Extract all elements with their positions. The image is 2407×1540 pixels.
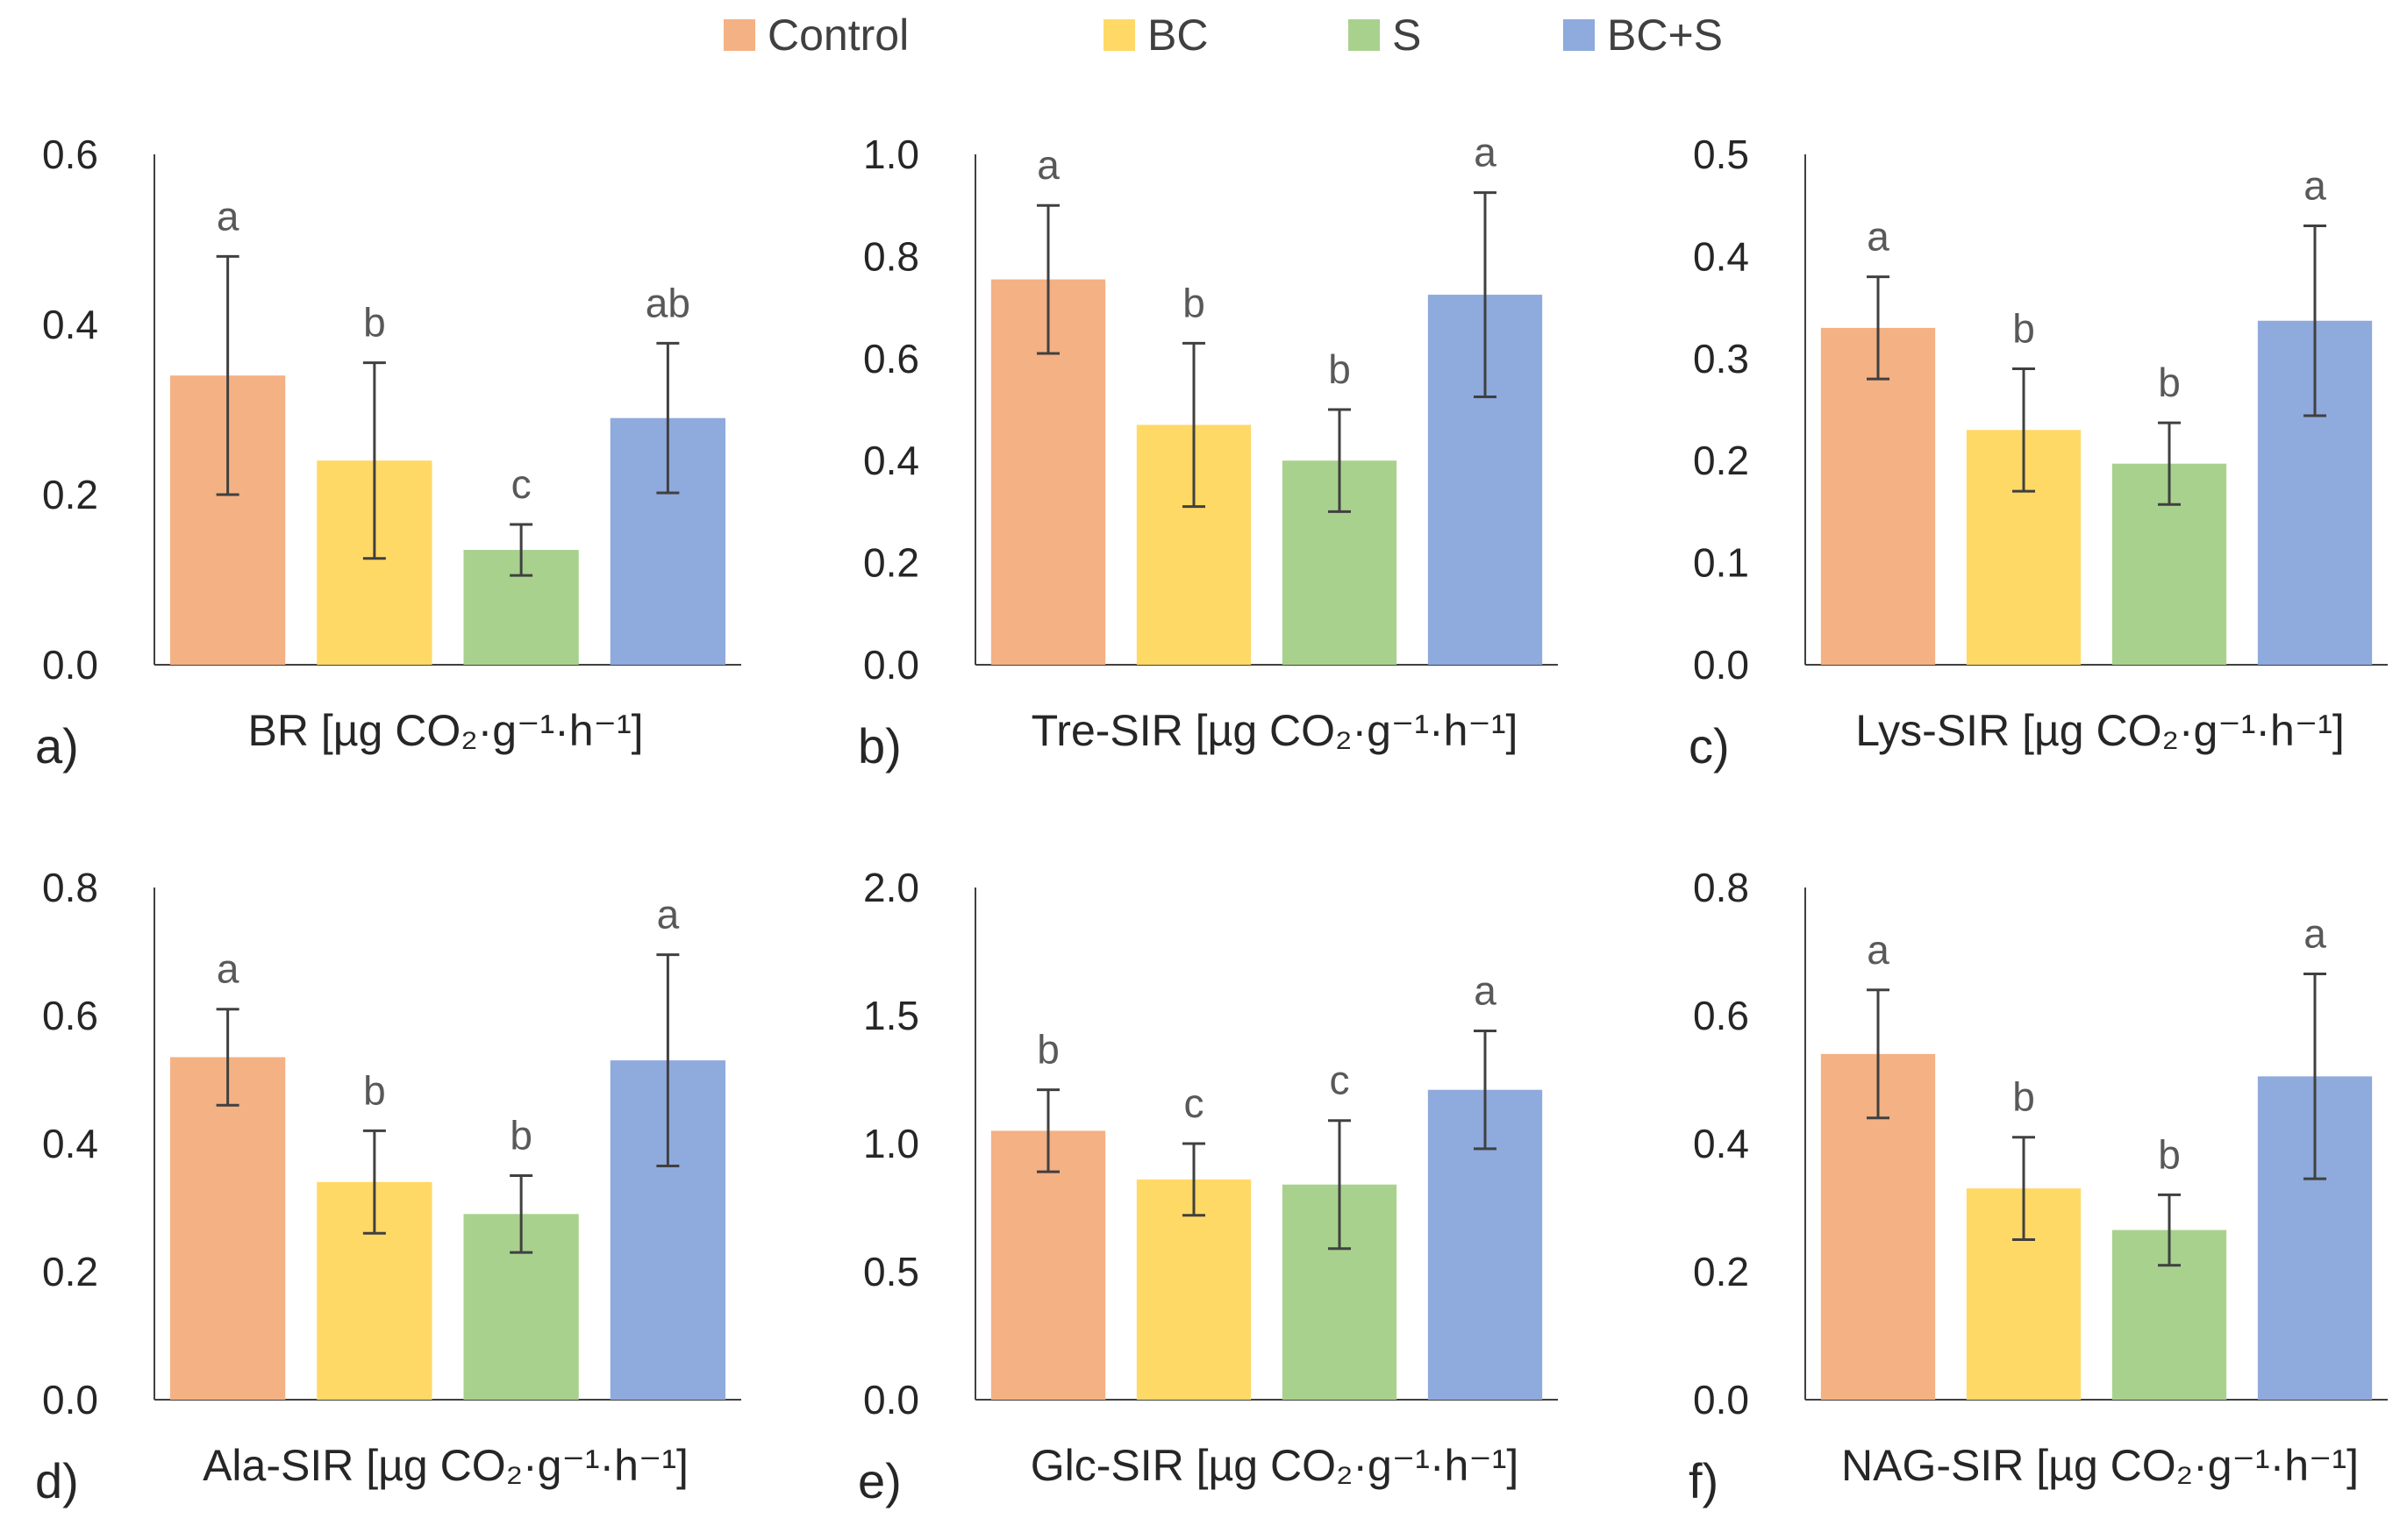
chart-panel-f: 0.0 0.2 0.4 0.6 0.8 a b b a f) NAG-SIR [µg CO₂·g⁻¹…	[1689, 865, 2388, 1508]
legend-item-bc: BC	[1104, 12, 1208, 58]
significance-letter-s: b	[510, 1113, 532, 1159]
significance-letter-bc: b	[2012, 305, 2035, 351]
y-tick-label: 0.3	[1693, 336, 1749, 381]
significance-letter-bc-s: a	[657, 892, 680, 938]
panel-label: f)	[1689, 1453, 1718, 1508]
y-tick-label: 0.5	[863, 1249, 919, 1294]
chart-panel-e: 0.0 0.5 1.0 1.5 2.0 b c c a e) Glc-SIR [µg CO₂·g⁻¹…	[858, 865, 1558, 1508]
x-axis-label: Ala-SIR [µg CO₂·g⁻¹·h⁻¹]	[203, 1441, 689, 1490]
y-tick-label: 0.6	[42, 132, 98, 177]
legend-label-bc: BC	[1147, 11, 1209, 60]
y-tick-label: 0.5	[1693, 132, 1749, 177]
y-tick-label: 0.0	[42, 1377, 98, 1422]
significance-letter-bc-s: a	[2303, 911, 2326, 957]
y-tick-label: 0.1	[1693, 540, 1749, 586]
significance-letter-control: a	[1867, 214, 1889, 260]
bar-control	[1820, 327, 1936, 665]
x-axis-label: Glc-SIR [µg CO₂·g⁻¹·h⁻¹]	[1031, 1441, 1519, 1490]
y-tick-label: 0.8	[42, 865, 98, 910]
significance-letter-bc: b	[1182, 280, 1205, 325]
y-tick-label: 0.2	[42, 1249, 98, 1294]
y-tick-label: 0.6	[1693, 993, 1749, 1038]
significance-letter-control: a	[217, 946, 239, 992]
significance-letter-s: b	[1328, 346, 1351, 392]
chart-panel-c: 0.0 0.1 0.2 0.3 0.4 0.5 a b b a c) Lys-SIR [µg CO₂·…	[1689, 132, 2388, 774]
significance-letter-bc: b	[2012, 1074, 2035, 1120]
chart-panel-d: 0.0 0.2 0.4 0.6 0.8 a b b a d) Ala-SIR [µg CO₂·g⁻¹…	[35, 865, 741, 1508]
y-tick-label: 0.2	[42, 472, 98, 517]
y-tick-label: 0.4	[1693, 233, 1749, 279]
significance-letter-control: b	[1037, 1027, 1060, 1073]
legend: Control BC S BC+S	[0, 0, 2407, 70]
significance-letter-bc: b	[363, 1067, 386, 1113]
y-tick-label: 0.0	[863, 642, 919, 688]
chart-panel-b: 0.0 0.2 0.4 0.6 0.8 1.0 a b b a b) Tre-SIR [µg CO₂·…	[858, 130, 1558, 774]
bar-control	[990, 1130, 1106, 1400]
significance-letter-bc-s: a	[1474, 130, 1496, 175]
y-tick-label: 2.0	[863, 865, 919, 910]
legend-item-control: Control	[724, 12, 909, 58]
legend-label-s: S	[1392, 11, 1422, 60]
x-axis-label: NAG-SIR [µg CO₂·g⁻¹·h⁻¹]	[1841, 1441, 2359, 1490]
legend-label-control: Control	[768, 11, 910, 60]
legend-item-bc-s: BC+S	[1563, 12, 1723, 58]
significance-letter-bc-s: ab	[646, 280, 690, 325]
y-tick-label: 1.5	[863, 993, 919, 1038]
y-tick-label: 0.4	[1693, 1121, 1749, 1166]
panel-label: a)	[35, 718, 79, 774]
panel-label: d)	[35, 1453, 79, 1508]
x-axis-label: BR [µg CO₂·g⁻¹·h⁻¹]	[247, 706, 643, 755]
significance-letter-control: a	[1037, 142, 1060, 188]
significance-letter-control: a	[217, 193, 239, 239]
y-tick-label: 1.0	[863, 1121, 919, 1166]
significance-letter-bc-s: a	[2303, 162, 2326, 208]
significance-letter-bc: c	[1184, 1080, 1204, 1126]
y-tick-label: 0.6	[863, 336, 919, 381]
significance-letter-s: b	[2158, 1131, 2181, 1177]
y-tick-label: 0.4	[863, 438, 919, 483]
panel-label: e)	[858, 1453, 902, 1508]
significance-letter-control: a	[1867, 927, 1889, 973]
legend-swatch-control	[724, 19, 755, 51]
x-axis-label: Tre-SIR [µg CO₂·g⁻¹·h⁻¹]	[1032, 706, 1518, 755]
panel-label: b)	[858, 718, 902, 774]
panel-label: c)	[1689, 718, 1730, 774]
legend-label-bc-s: BC+S	[1607, 11, 1724, 60]
y-tick-label: 0.2	[1693, 1249, 1749, 1294]
bar-control	[169, 1057, 286, 1400]
y-tick-label: 0.4	[42, 1121, 98, 1166]
significance-letter-bc: b	[363, 300, 386, 346]
y-tick-label: 0.8	[863, 233, 919, 279]
y-tick-label: 0.0	[1693, 642, 1749, 688]
y-tick-label: 0.0	[863, 1377, 919, 1422]
y-tick-label: 0.2	[1693, 438, 1749, 483]
y-tick-label: 0.2	[863, 540, 919, 586]
x-axis-label: Lys-SIR [µg CO₂·g⁻¹·h⁻¹]	[1855, 706, 2345, 755]
significance-letter-s: b	[2158, 360, 2181, 405]
significance-letter-s: c	[1330, 1058, 1350, 1103]
legend-item-s: S	[1348, 12, 1421, 58]
legend-swatch-bc	[1104, 19, 1135, 51]
y-tick-label: 0.4	[42, 302, 98, 347]
y-tick-label: 0.8	[1693, 865, 1749, 910]
legend-swatch-s	[1348, 19, 1380, 51]
y-tick-label: 0.0	[42, 642, 98, 688]
significance-letter-s: c	[511, 461, 532, 507]
y-tick-label: 0.6	[42, 993, 98, 1038]
y-tick-label: 1.0	[863, 132, 919, 177]
y-tick-label: 0.0	[1693, 1377, 1749, 1422]
legend-swatch-bc-s	[1563, 19, 1595, 51]
significance-letter-bc-s: a	[1474, 968, 1496, 1014]
